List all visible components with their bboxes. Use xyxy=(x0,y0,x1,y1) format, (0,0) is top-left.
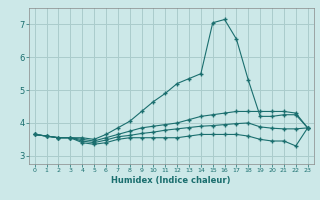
X-axis label: Humidex (Indice chaleur): Humidex (Indice chaleur) xyxy=(111,176,231,185)
